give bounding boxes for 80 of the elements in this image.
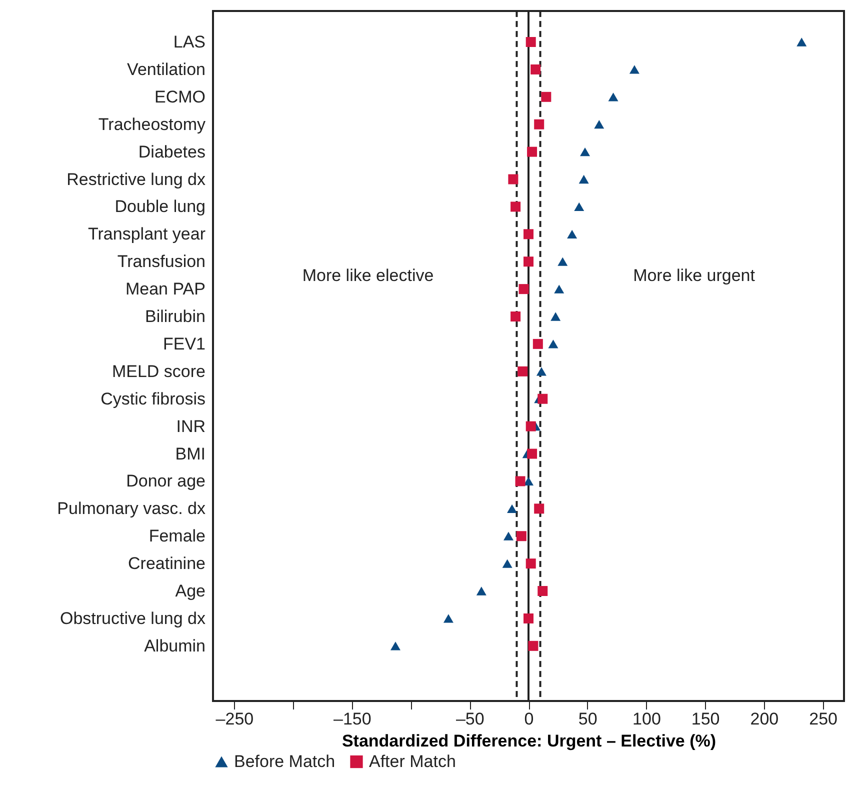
point bbox=[567, 230, 578, 238]
legend-label: Before Match bbox=[234, 752, 336, 771]
y-tick-label: Creatinine bbox=[128, 554, 206, 574]
point bbox=[516, 531, 526, 542]
point bbox=[510, 202, 521, 212]
point bbox=[390, 642, 400, 650]
point bbox=[538, 394, 548, 404]
point bbox=[524, 476, 534, 486]
point bbox=[524, 613, 534, 624]
point bbox=[550, 312, 561, 321]
y-tick-label: Donor age bbox=[126, 472, 206, 491]
point bbox=[526, 37, 536, 47]
point bbox=[530, 64, 541, 74]
x-tick-label: –50 bbox=[456, 710, 484, 728]
y-tick-label: Female bbox=[148, 526, 206, 546]
y-tick-label: Double lung bbox=[114, 197, 206, 216]
point bbox=[518, 284, 529, 294]
point bbox=[507, 504, 518, 513]
y-tick-label: INR bbox=[176, 416, 206, 436]
point bbox=[524, 229, 534, 240]
point bbox=[558, 257, 568, 266]
point bbox=[518, 366, 528, 376]
point bbox=[608, 92, 618, 102]
y-tick-label: FEV1 bbox=[162, 334, 206, 354]
point bbox=[502, 559, 512, 568]
point bbox=[510, 312, 521, 322]
x-axis-title: Standardized Difference: Urgent – Elective (%) bbox=[342, 732, 716, 750]
x-tick-label: –150 bbox=[334, 710, 372, 728]
y-tick-label: Restrictive lung dx bbox=[66, 170, 206, 189]
x-tick-label: 0 bbox=[524, 710, 534, 728]
point bbox=[548, 340, 558, 348]
x-tick-label: 250 bbox=[809, 710, 838, 728]
y-tick-label: Transfusion bbox=[117, 252, 206, 272]
x-tick-label: 150 bbox=[691, 710, 720, 728]
point bbox=[528, 640, 538, 651]
point bbox=[526, 558, 536, 569]
y-tick-label: Age bbox=[175, 582, 206, 600]
x-tick-label: 50 bbox=[578, 710, 598, 728]
point bbox=[538, 586, 548, 596]
x-tick-label: 100 bbox=[632, 710, 661, 728]
point bbox=[515, 476, 526, 486]
point bbox=[476, 586, 486, 596]
point bbox=[796, 38, 807, 46]
point bbox=[580, 147, 590, 156]
point bbox=[578, 174, 589, 184]
y-tick-label: Diabetes bbox=[138, 142, 206, 162]
point bbox=[629, 65, 640, 74]
y-tick-label: Mean PAP bbox=[125, 280, 206, 299]
point bbox=[536, 367, 546, 376]
point bbox=[526, 421, 536, 432]
point bbox=[527, 146, 538, 157]
x-tick-label: –250 bbox=[216, 710, 254, 728]
point bbox=[594, 120, 604, 129]
y-tick-label: ECMO bbox=[154, 87, 206, 106]
point bbox=[554, 284, 564, 294]
point bbox=[443, 614, 454, 623]
point bbox=[534, 504, 544, 514]
point bbox=[524, 256, 534, 267]
legend-label: After Match bbox=[369, 752, 456, 771]
annotation: More like urgent bbox=[633, 266, 756, 285]
x-tick-label: 200 bbox=[750, 710, 779, 728]
y-tick-label: Tracheostomy bbox=[98, 114, 206, 134]
y-tick-label: Transplant year bbox=[88, 224, 206, 244]
point bbox=[503, 532, 514, 540]
y-tick-label: MELD score bbox=[112, 362, 206, 381]
point bbox=[527, 448, 538, 459]
y-tick-label: Bilirubin bbox=[145, 307, 206, 326]
point bbox=[532, 338, 543, 349]
y-tick-label: LAS bbox=[173, 32, 206, 52]
y-tick-label: Albumin bbox=[144, 636, 206, 656]
y-tick-label: Obstructive lung dx bbox=[60, 608, 206, 628]
y-tick-label: Ventilation bbox=[127, 60, 206, 79]
y-tick-label: Pulmonary vasc. dx bbox=[57, 499, 206, 518]
annotation: More like elective bbox=[302, 266, 434, 285]
point bbox=[534, 119, 544, 130]
y-tick-label: Cystic fibrosis bbox=[100, 389, 206, 408]
point bbox=[541, 92, 552, 102]
y-tick-label: BMI bbox=[175, 444, 206, 464]
point bbox=[574, 202, 584, 212]
point bbox=[508, 174, 518, 184]
